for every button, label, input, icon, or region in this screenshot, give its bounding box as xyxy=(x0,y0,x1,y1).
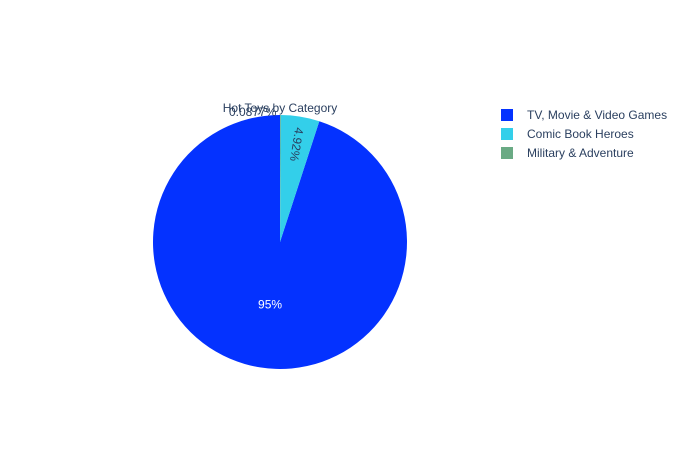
slice-label-2: 0.0877% xyxy=(229,105,277,119)
chart-title: Hot Toys by Category xyxy=(223,101,338,115)
pie-slice-labels: 95% 4.92% 0.0877% xyxy=(229,105,306,312)
legend-label-2[interactable]: Military & Adventure xyxy=(527,146,634,160)
pie-slices xyxy=(153,115,407,370)
legend-swatch-2[interactable] xyxy=(501,147,513,159)
slice-label-1: 4.92% xyxy=(287,126,306,162)
legend-swatch-0[interactable] xyxy=(501,109,513,121)
legend: TV, Movie & Video Games Comic Book Heroes… xyxy=(501,108,667,160)
legend-label-1[interactable]: Comic Book Heroes xyxy=(527,127,634,141)
slice-label-0: 95% xyxy=(258,298,282,312)
pie-slice-1[interactable] xyxy=(280,115,320,242)
pie-slice-0[interactable] xyxy=(153,115,407,370)
legend-label-0[interactable]: TV, Movie & Video Games xyxy=(527,108,667,122)
pie-slice-2[interactable] xyxy=(280,115,281,242)
legend-swatch-1[interactable] xyxy=(501,128,513,140)
